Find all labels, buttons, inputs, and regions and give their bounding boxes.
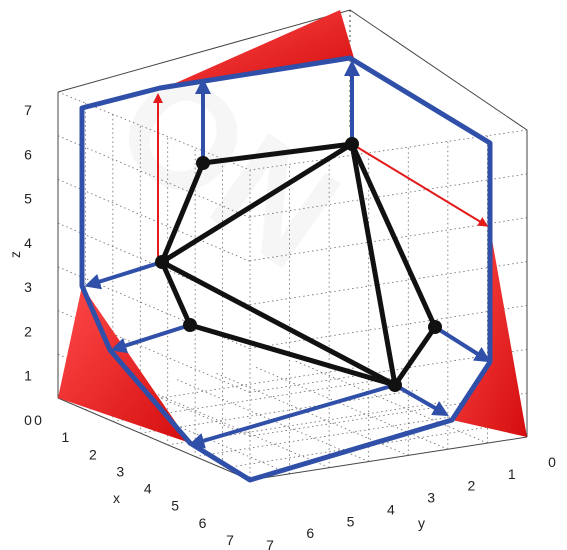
grid-line: [57, 179, 251, 262]
edge: [392, 324, 438, 388]
outline-front: [79, 55, 493, 483]
grid-line: [295, 360, 488, 444]
grid-line: [195, 413, 473, 457]
vertex: [345, 137, 359, 151]
x-axis-label: x: [113, 490, 120, 506]
y-tick-label: 3: [427, 490, 435, 506]
edge: [159, 141, 355, 265]
z-tick-label: 1: [24, 368, 32, 384]
x-tick-label: 2: [89, 446, 97, 462]
y-tick-label: 0: [548, 454, 556, 470]
edge: [349, 141, 438, 330]
x-tick-label: 5: [171, 498, 179, 514]
y-tick-label: 6: [306, 525, 314, 541]
z-axis-label: z: [7, 251, 23, 258]
vertex: [428, 320, 442, 334]
blue-arrow-left: [84, 260, 163, 290]
z-axis-ticks: 0 1 2 3 4 5 6 7: [24, 102, 32, 428]
red-arrow-right: [351, 143, 489, 227]
grid-line: [249, 173, 528, 218]
grid-line: [57, 266, 251, 350]
edge: [187, 322, 398, 388]
shadow-top: [160, 10, 354, 90]
z-tick-label: 6: [24, 146, 32, 162]
x-tick-label: 0: [34, 412, 42, 428]
x-tick-label: 3: [116, 463, 124, 479]
grid-line: [249, 392, 528, 437]
grid-line: [85, 366, 363, 411]
grid-line: [57, 91, 251, 171]
z-tick-label: 4: [24, 235, 32, 251]
vertex: [196, 156, 210, 170]
y-axis-label: y: [418, 515, 425, 531]
z-tick-label: 3: [24, 279, 32, 295]
red-arrows: [153, 93, 489, 262]
y-tick-label: 5: [347, 513, 355, 529]
grid-line: [136, 385, 330, 469]
edge: [159, 259, 398, 388]
grid-line: [112, 378, 390, 422]
edge: [200, 141, 355, 166]
blue-arrow-bottom-left: [188, 383, 396, 449]
grid-line: [249, 129, 528, 171]
grid-lines: [57, 91, 528, 480]
box-top-back-edge: [57, 9, 528, 437]
x-tick-label: 4: [144, 481, 152, 497]
x-axis-ticks: 0 1 2 3 4 5 6 7: [34, 412, 234, 548]
vertex: [155, 255, 169, 269]
grid-line: [167, 401, 445, 446]
grid-line: [255, 366, 449, 450]
grid-line: [140, 389, 418, 434]
y-tick-label: 7: [266, 537, 274, 550]
shadow-right: [452, 228, 527, 437]
blue-outline: [79, 55, 493, 483]
z-tick-label: 0: [24, 412, 32, 428]
blue-arrow-lower-left: [110, 323, 191, 354]
grid-line: [249, 261, 528, 305]
vertex: [183, 318, 197, 332]
y-tick-label: 2: [468, 478, 476, 494]
x-tick-label: 6: [199, 515, 207, 531]
grid-line: [249, 305, 528, 349]
grid-line: [249, 217, 528, 262]
polytope-edges: [159, 141, 438, 388]
edge: [159, 160, 206, 265]
polytope-vertices: [155, 137, 442, 392]
blue-arrow-right: [433, 325, 491, 363]
grid-line: [216, 373, 409, 456]
edge: [159, 259, 193, 328]
x-tick-label: 7: [226, 532, 234, 548]
vertex: [388, 378, 402, 392]
grid-line: [57, 135, 251, 219]
grid-line: [97, 391, 290, 475]
y-tick-label: 1: [508, 466, 516, 482]
grid-line: [57, 310, 251, 393]
x-tick-label: 1: [62, 429, 70, 445]
blue-arrows: [84, 60, 491, 449]
y-axis-ticks: 0 1 2 3 4 5 6 7: [266, 454, 556, 550]
edge: [349, 141, 398, 388]
z-tick-label: 5: [24, 191, 32, 207]
z-tick-label: 7: [24, 102, 32, 118]
y-tick-label: 4: [387, 501, 395, 517]
z-tick-label: 2: [24, 323, 32, 339]
grid-line: [249, 348, 528, 393]
blue-arrow-bottom-right: [394, 383, 449, 416]
